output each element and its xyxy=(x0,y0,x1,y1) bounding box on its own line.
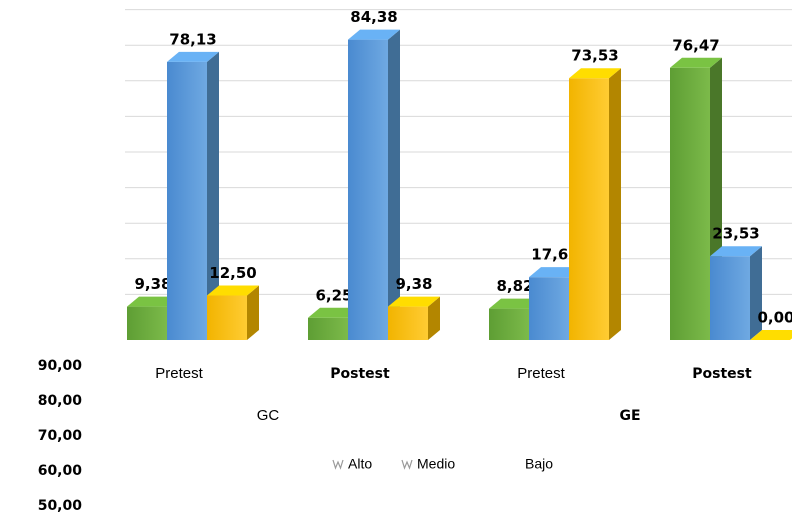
legend-label: Medio xyxy=(417,456,455,472)
bar-side xyxy=(428,296,440,340)
legend-marker xyxy=(401,459,413,470)
bar xyxy=(569,78,609,340)
bar-top xyxy=(167,51,219,62)
x-tick-label: Postest xyxy=(692,366,752,382)
legend-marker xyxy=(332,459,344,470)
bar-top xyxy=(529,267,581,278)
bar-top xyxy=(569,68,621,79)
bar xyxy=(710,256,750,340)
y-tick-label: 70,00 xyxy=(38,428,83,444)
value-label: 6,25 xyxy=(315,286,352,304)
bar xyxy=(489,308,529,340)
bar-side xyxy=(609,68,621,340)
bar-top xyxy=(388,296,440,307)
value-label: 23,53 xyxy=(712,225,759,243)
y-tick-label: 50,00 xyxy=(38,498,83,514)
value-label: 9,38 xyxy=(395,275,432,293)
legend-label: Bajo xyxy=(525,456,553,472)
bar-top xyxy=(670,57,722,68)
x-tick-label: Postest xyxy=(330,366,390,382)
group-label: GC xyxy=(257,407,280,424)
bar xyxy=(348,39,388,340)
legend-label: Alto xyxy=(348,456,372,472)
value-label: 9,38 xyxy=(134,275,171,293)
value-label: 0,00 xyxy=(757,309,792,327)
bar xyxy=(529,277,569,340)
y-tick-label: 80,00 xyxy=(38,393,83,409)
y-tick-label: 90,00 xyxy=(38,358,83,374)
bar-side xyxy=(247,285,259,340)
bar-top xyxy=(348,29,400,40)
x-tick-label: Pretest xyxy=(155,365,203,382)
bar-top xyxy=(127,296,179,307)
value-label: 78,13 xyxy=(169,30,216,48)
value-label: 73,53 xyxy=(571,47,618,65)
value-label: 84,38 xyxy=(350,8,397,26)
value-label: 17,65 xyxy=(531,246,578,264)
bar-top xyxy=(710,246,762,257)
bar xyxy=(308,317,348,340)
value-label: 12,50 xyxy=(209,264,256,282)
group-label: GE xyxy=(619,408,640,424)
bar xyxy=(127,306,167,340)
bar-side xyxy=(207,51,219,340)
bar xyxy=(207,295,247,340)
bar xyxy=(670,67,710,341)
bar-side xyxy=(750,246,762,340)
bar xyxy=(388,306,428,340)
bar xyxy=(167,61,207,340)
bar-top xyxy=(308,307,360,318)
value-label: 76,47 xyxy=(672,36,719,54)
x-tick-label: Pretest xyxy=(517,365,565,382)
value-label: 8,82 xyxy=(496,277,533,295)
bar-top xyxy=(489,298,541,309)
bar-top xyxy=(750,330,792,340)
bar-top xyxy=(207,285,259,296)
bar-side xyxy=(388,29,400,340)
y-tick-label: 60,00 xyxy=(38,463,83,479)
